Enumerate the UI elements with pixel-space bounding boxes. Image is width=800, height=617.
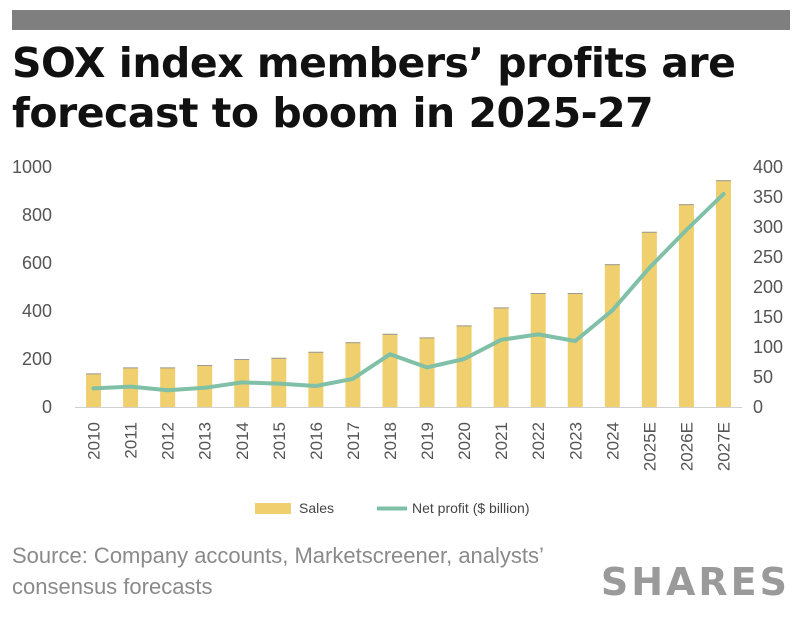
right-axis-ticks: 0 50 100 150 200 250 300 350 400 <box>753 157 783 417</box>
legend: Sales Net profit ($ billion) <box>255 500 530 516</box>
left-tick-label: 600 <box>22 253 52 273</box>
x-tick-label: 2027E <box>714 422 733 471</box>
right-tick-label: 100 <box>753 337 783 357</box>
sales-bar <box>308 351 324 407</box>
sales-bar <box>641 231 657 407</box>
right-tick-label: 250 <box>753 247 783 267</box>
source-note: Source: Company accounts, Marketscreener… <box>12 543 544 599</box>
sales-bar <box>382 333 398 407</box>
sales-bar <box>493 307 509 407</box>
x-tick-label: 2021 <box>492 422 511 460</box>
left-tick-label: 1000 <box>12 157 52 177</box>
sales-bar <box>678 204 694 407</box>
x-tick-label: 2017 <box>344 422 363 460</box>
x-tick-label: 2025E <box>640 422 659 471</box>
left-tick-label: 0 <box>42 397 52 417</box>
shares-logo: SHARES <box>600 560 790 604</box>
x-tick-label: 2015 <box>270 422 289 460</box>
sales-bar <box>604 264 620 407</box>
x-tick-label: 2020 <box>455 422 474 460</box>
sales-bar <box>345 342 361 407</box>
x-tick-label: 2022 <box>529 422 548 460</box>
x-tick-label: 2013 <box>196 422 215 460</box>
left-tick-label: 400 <box>22 301 52 321</box>
bars-group <box>86 180 731 407</box>
right-tick-label: 0 <box>753 397 763 417</box>
x-tick-label: 2011 <box>122 422 141 459</box>
x-tick-label: 2010 <box>85 422 104 460</box>
x-tick-label: 2024 <box>603 422 622 460</box>
left-axis-ticks: 0 200 400 600 800 1000 <box>12 157 52 417</box>
x-tick-label: 2023 <box>566 422 585 460</box>
x-tick-label: 2019 <box>418 422 437 460</box>
sales-bar <box>456 325 472 407</box>
legend-sales-swatch <box>255 503 291 514</box>
top-bar <box>12 10 790 30</box>
right-tick-label: 300 <box>753 217 783 237</box>
chart: 0 200 400 600 800 1000 0 50 100 150 200 250 300 350 4… <box>12 157 783 516</box>
sales-bar <box>419 337 435 407</box>
x-tick-label: 2014 <box>233 422 252 460</box>
left-tick-label: 200 <box>22 349 52 369</box>
left-tick-label: 800 <box>22 205 52 225</box>
sales-bar <box>160 367 176 407</box>
sales-bar <box>530 293 546 407</box>
x-tick-label: 2018 <box>381 422 400 460</box>
legend-profit-label: Net profit ($ billion) <box>412 500 530 516</box>
right-tick-label: 50 <box>753 367 773 387</box>
legend-sales-label: Sales <box>299 500 334 516</box>
x-axis-ticks: 2010 2011 2012 2013 2014 2015 2016 2017 2018 2019… <box>85 422 734 471</box>
profit-line <box>91 192 726 393</box>
right-tick-label: 150 <box>753 307 783 327</box>
sales-bar <box>715 180 731 407</box>
right-tick-label: 200 <box>753 277 783 297</box>
right-tick-label: 400 <box>753 157 783 177</box>
x-tick-label: 2012 <box>159 422 178 460</box>
x-tick-label: 2026E <box>677 422 696 471</box>
sales-bar <box>567 293 583 407</box>
right-tick-label: 350 <box>753 187 783 207</box>
chart-title: SOX index members’ profits are forecast … <box>12 39 736 137</box>
x-tick-label: 2016 <box>307 422 326 460</box>
